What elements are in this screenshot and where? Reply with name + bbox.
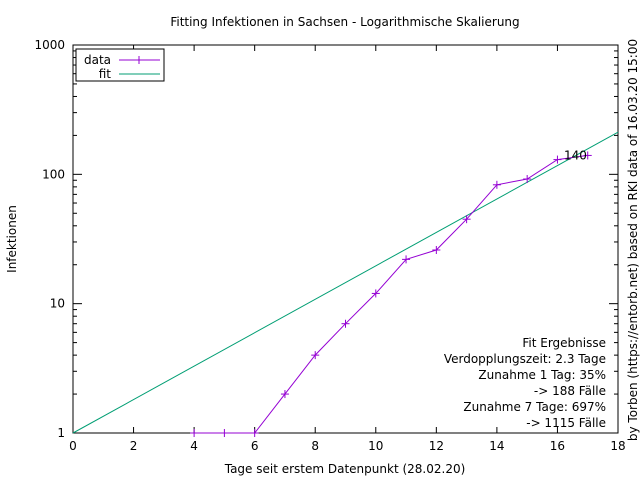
data-point xyxy=(402,255,411,264)
plot-area xyxy=(72,44,619,434)
x-tick-label: 12 xyxy=(429,439,444,453)
series-layer xyxy=(72,131,619,437)
x-tick-label: 10 xyxy=(368,439,383,453)
fit-results-line: -> 1115 Fälle xyxy=(526,416,606,430)
data-point xyxy=(250,429,259,437)
data-line xyxy=(194,154,588,434)
y-tick-label: 100 xyxy=(42,167,65,181)
legend-label: fit xyxy=(99,67,112,81)
fit-results-line: Verdopplungszeit: 2.3 Tage xyxy=(444,352,606,366)
data-point xyxy=(341,319,350,328)
data-point xyxy=(371,289,380,298)
fit-results-line: Zunahme 7 Tage: 697% xyxy=(463,400,606,414)
annotations: 140 xyxy=(564,148,587,162)
data-label: 140 xyxy=(564,148,587,162)
data-point xyxy=(432,245,441,254)
data-point xyxy=(492,180,501,189)
x-tick-label: 6 xyxy=(251,439,259,453)
x-tick-label: 2 xyxy=(130,439,138,453)
y-tick-label: 10 xyxy=(50,297,65,311)
x-tick-label: 8 xyxy=(311,439,319,453)
legend-item: fit xyxy=(99,67,160,81)
data-point xyxy=(190,429,199,437)
legend-item: data xyxy=(84,53,160,67)
x-tick-label: 18 xyxy=(610,439,625,453)
data-point xyxy=(583,151,592,160)
x-tick-label: 16 xyxy=(550,439,565,453)
data-point xyxy=(220,429,229,437)
fit-results-title: Fit Ergebnisse xyxy=(522,336,606,350)
data-point xyxy=(311,351,320,360)
plot-border xyxy=(72,44,619,434)
source-credit-label: by Torben (https://entorb.net) based on … xyxy=(626,39,640,441)
x-axis-label: Tage seit erstem Datenpunkt (28.02.20) xyxy=(224,462,466,476)
legend-label: data xyxy=(84,53,111,67)
data-point xyxy=(462,215,471,224)
x-axis: 0 2 4 6 8 10 12 14 16 18 xyxy=(69,45,626,453)
data-point xyxy=(553,155,562,164)
y-axis-label: Infektionen xyxy=(5,205,19,273)
y-tick-label: 1000 xyxy=(34,38,65,52)
x-tick-label: 14 xyxy=(489,439,504,453)
fit-results-line: Zunahme 1 Tag: 35% xyxy=(478,368,606,382)
data-point xyxy=(523,175,532,184)
legend-box xyxy=(75,48,165,82)
x-tick-label: 4 xyxy=(190,439,198,453)
fit-results-box: Fit Ergebnisse Verdopplungszeit: 2.3 Tage… xyxy=(444,336,606,430)
chart-title: Fitting Infektionen in Sachsen - Logarit… xyxy=(170,15,519,29)
fit-results-line: -> 188 Fälle xyxy=(534,384,606,398)
data-point xyxy=(280,390,289,399)
y-tick-label: 1 xyxy=(57,426,65,440)
y-axis: 1 10 100 1000 xyxy=(34,38,618,440)
x-tick-label: 0 xyxy=(69,439,77,453)
